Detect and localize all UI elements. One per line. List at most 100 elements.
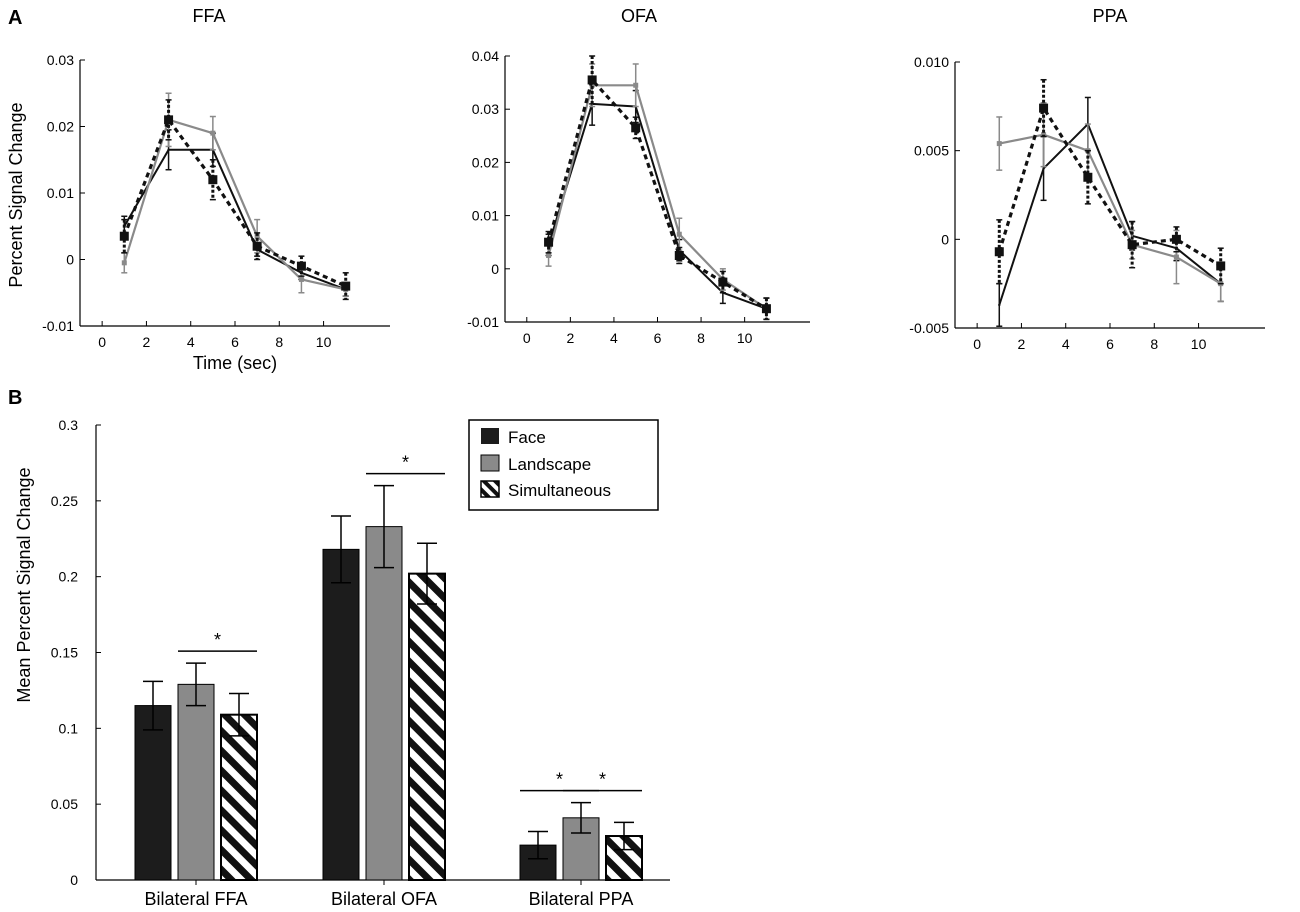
y-tick-label: 0.1	[59, 720, 79, 736]
x-tick-label: 8	[697, 330, 705, 346]
chart-ppa: PPA -0.005 0 0.005 0.010 0 2 4 6 8 10	[909, 6, 1265, 352]
series-line	[547, 84, 768, 310]
x-tick-label: Bilateral OFA	[331, 889, 437, 909]
x-tick-label: 4	[187, 334, 195, 350]
data-point	[296, 261, 306, 271]
legend: Face Landscape Simultaneous	[468, 419, 659, 511]
data-point	[252, 241, 262, 251]
data-point	[1127, 240, 1137, 250]
y-tick-label: 0.3	[59, 417, 79, 433]
x-tick-label: 10	[316, 334, 332, 350]
significance-star: *	[214, 630, 221, 650]
y-tick-label: 0.15	[51, 645, 78, 661]
x-tick-label: 8	[275, 334, 283, 350]
bar-simultaneous	[220, 713, 258, 882]
legend-swatch-landscape	[480, 454, 500, 472]
x-tick-label: 8	[1150, 336, 1158, 352]
series-simultaneous	[544, 55, 771, 321]
x-tick-label: Bilateral PPA	[529, 889, 634, 909]
x-tick-label: 2	[143, 334, 151, 350]
data-point	[761, 304, 771, 314]
legend-swatch-simultaneous	[480, 480, 500, 498]
x-tick-label: 4	[1062, 336, 1070, 352]
y-tick-label: 0.005	[914, 143, 949, 159]
x-tick-label: 6	[231, 334, 239, 350]
legend-swatch-face	[481, 428, 499, 444]
significance-star: *	[402, 453, 409, 473]
y-tick-label: 0.05	[51, 796, 78, 812]
y-tick-label: 0.02	[47, 119, 74, 135]
x-tick-label: 0	[973, 336, 981, 352]
significance-star: *	[599, 770, 606, 790]
data-point	[298, 276, 304, 282]
chart-bar: Mean Percent Signal Change 0 0.05 0.1 0.15 0…	[14, 417, 670, 909]
y-tick-label: -0.01	[467, 314, 499, 330]
significance-star: *	[556, 770, 563, 790]
x-tick-label: 2	[1018, 336, 1026, 352]
data-point	[1171, 234, 1181, 244]
series-simultaneous	[119, 99, 351, 301]
bar-simultaneous	[408, 572, 446, 882]
x-axis-label: Time (sec)	[193, 353, 277, 373]
y-tick-label: 0.04	[472, 48, 499, 64]
legend-label-landscape: Landscape	[508, 455, 591, 474]
series-line	[998, 123, 1222, 306]
data-point	[544, 237, 554, 247]
y-tick-label: 0	[70, 872, 78, 888]
series-simultaneous	[994, 78, 1226, 285]
y-tick-label: -0.01	[42, 318, 74, 334]
x-tick-label: 6	[654, 330, 662, 346]
y-tick-label: 0.02	[472, 154, 499, 170]
y-tick-label: 0.2	[59, 569, 79, 585]
data-point	[167, 148, 170, 151]
series-line	[997, 106, 1222, 268]
data-point	[994, 247, 1004, 257]
data-point	[164, 115, 174, 125]
data-point	[587, 75, 597, 85]
x-tick-label: 10	[737, 330, 753, 346]
data-point	[208, 175, 218, 185]
chart-title: PPA	[1093, 6, 1128, 26]
data-point	[631, 123, 641, 133]
chart-title: OFA	[621, 6, 657, 26]
data-point	[254, 233, 260, 239]
y-tick-label: 0.03	[47, 52, 74, 68]
chart-ffa: FFA Time (sec) Percent Signal Change -0.…	[6, 6, 390, 373]
x-tick-label: 6	[1106, 336, 1114, 352]
data-point	[341, 281, 351, 291]
legend-label-simultaneous: Simultaneous	[508, 481, 611, 500]
bar-face	[134, 705, 172, 881]
data-point	[676, 231, 682, 237]
data-point	[998, 303, 1001, 307]
x-tick-label: 2	[566, 330, 574, 346]
data-point	[121, 260, 127, 266]
legend-label-face: Face	[508, 428, 546, 447]
data-point	[1216, 261, 1226, 271]
data-point	[119, 231, 129, 241]
x-tick-label: Bilateral FFA	[144, 889, 247, 909]
panel-label-a: A	[8, 7, 22, 29]
bar-landscape	[365, 526, 403, 881]
y-tick-label: 0.03	[472, 101, 499, 117]
y-tick-label: 0.010	[914, 54, 949, 70]
data-point	[210, 130, 216, 136]
data-point	[1083, 172, 1093, 182]
series-line	[122, 118, 347, 288]
series-line	[547, 102, 767, 310]
data-point	[1173, 254, 1179, 260]
data-point	[996, 141, 1002, 147]
bar-face	[322, 548, 360, 881]
data-point	[718, 277, 728, 287]
data-point	[1041, 132, 1047, 138]
y-axis-label: Mean Percent Signal Change	[14, 467, 34, 702]
series-line	[123, 148, 347, 291]
chart-title: FFA	[192, 6, 225, 26]
y-axis-label: Percent Signal Change	[6, 102, 26, 287]
series-line	[547, 78, 768, 311]
legend-box	[468, 419, 659, 511]
data-point	[1042, 167, 1045, 170]
chart-ofa: OFA -0.01 0 0.01 0.02 0.03 0.04 0 2 4 6 8 10	[467, 6, 810, 346]
data-point	[546, 253, 552, 258]
x-tick-label: 0	[98, 334, 106, 350]
